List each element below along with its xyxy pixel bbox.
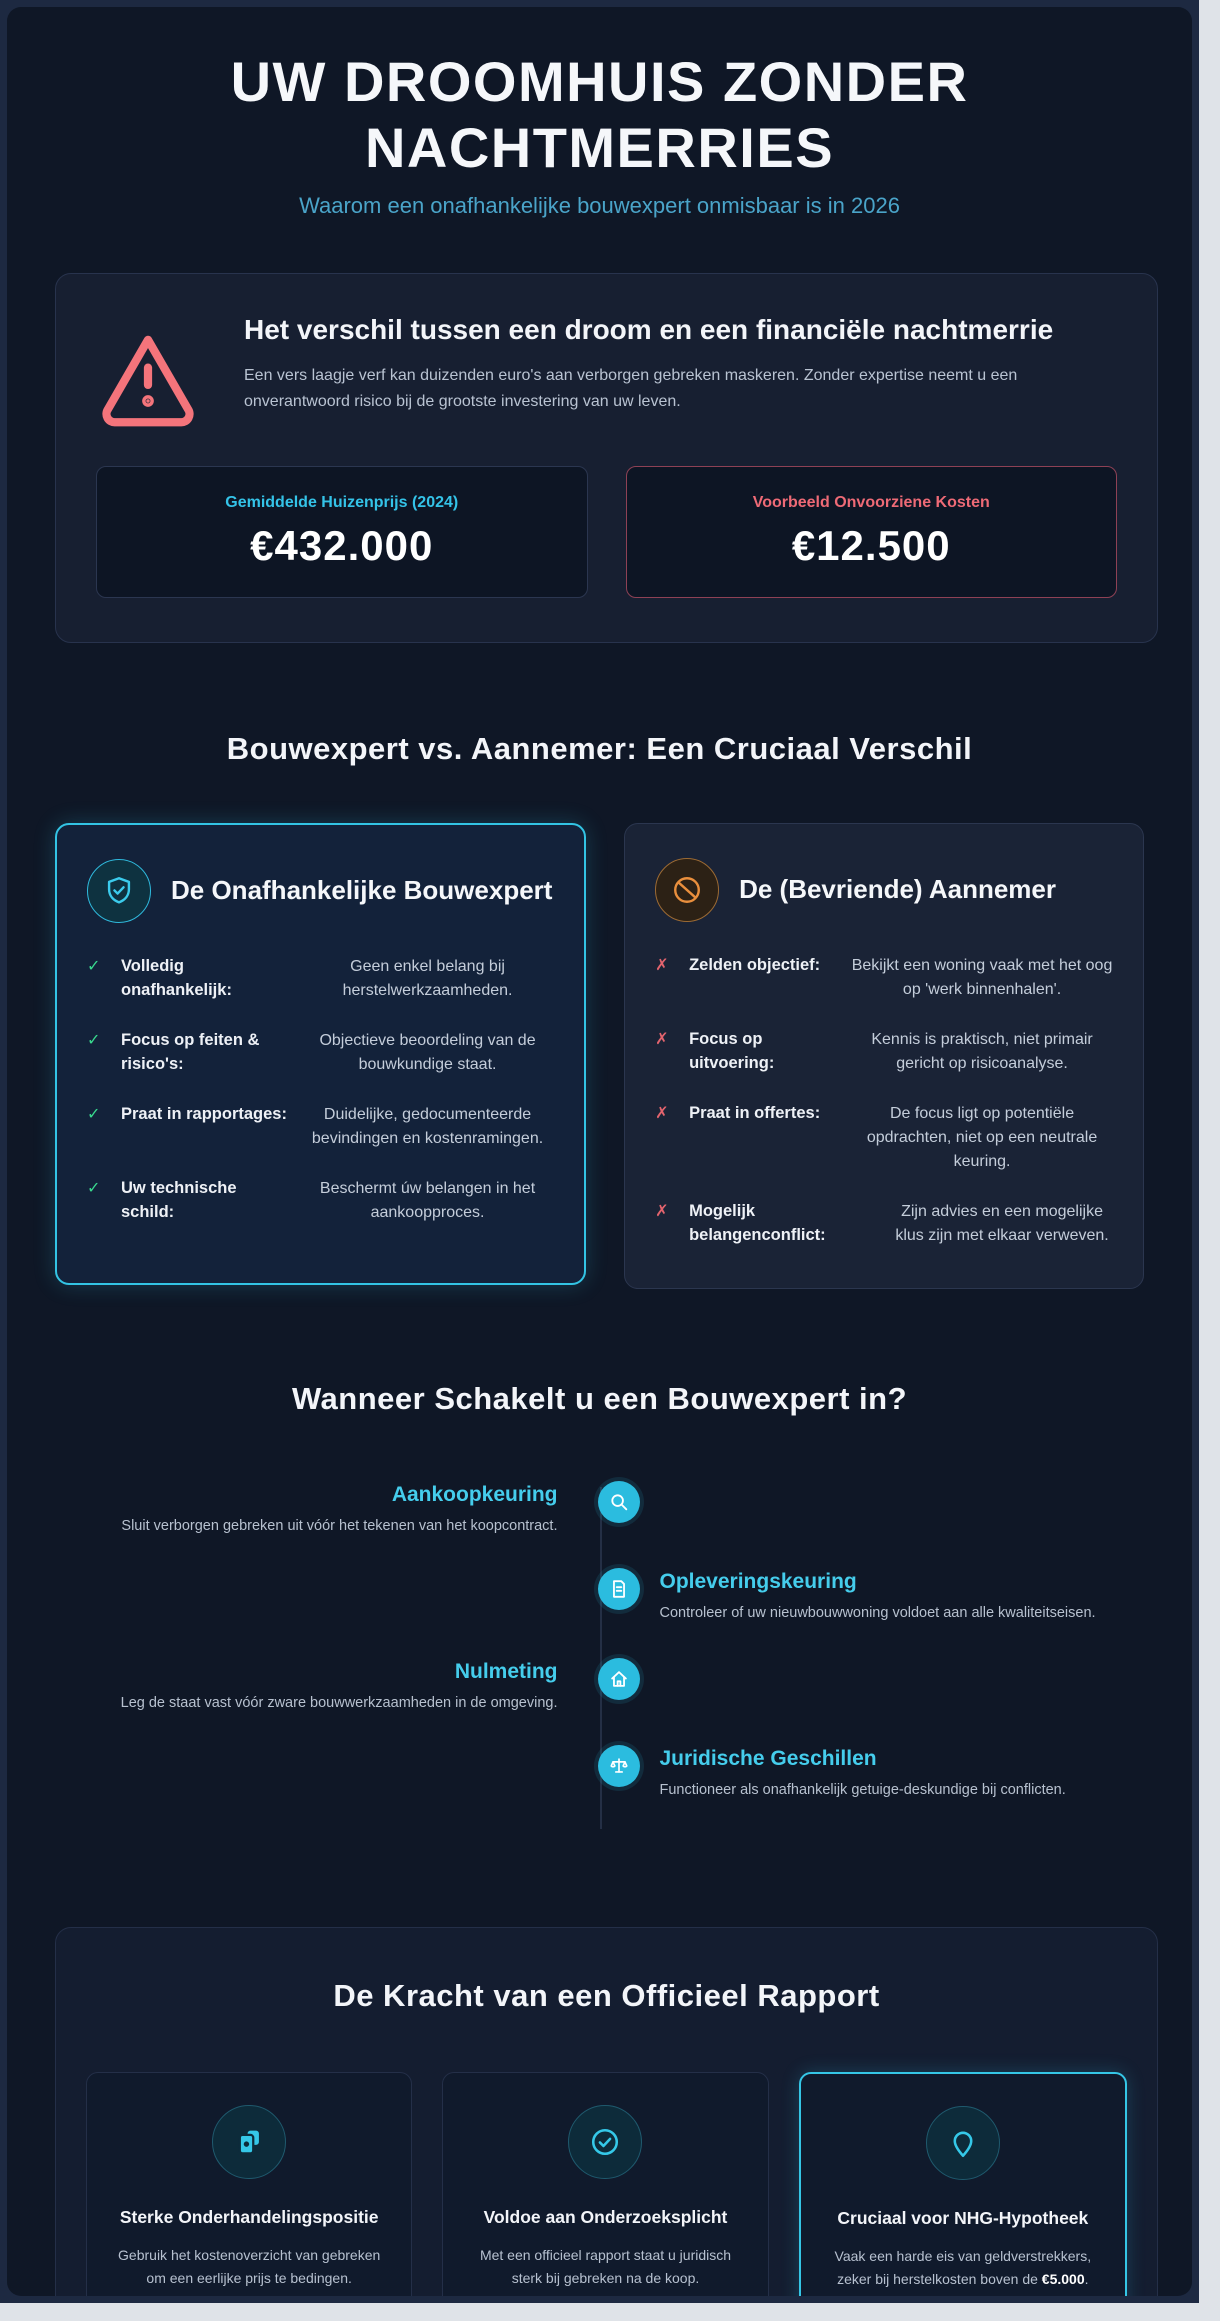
desc-text: Gebruik het kostenoverzicht van gebreken…	[118, 2247, 381, 2286]
report-card-desc: Met een officieel rapport staat u juridi…	[465, 2244, 745, 2289]
report-card-desc: Vaak een harde eis van geldverstrekkers,…	[823, 2245, 1103, 2290]
contractor-card: De (Bevriende) Aannemer ✗ Zelden objecti…	[624, 823, 1144, 1290]
item-term: Focus op uitvoering:	[689, 1030, 775, 1073]
timeline-item-desc: Sluit verborgen gebreken uit vóór het te…	[121, 1518, 558, 1535]
check-icon: ✓	[87, 1032, 101, 1050]
item-desc: Objectieve beoordeling van de bouwkundig…	[319, 1032, 536, 1074]
desc-highlight: €5.000	[1041, 2270, 1085, 2287]
list-item: ✓ Praat in rapportages: Duidelijke, gedo…	[87, 1103, 554, 1151]
item-term: Praat in rapportages:	[121, 1105, 287, 1124]
timeline-item-desc: Functioneer als onafhankelijk getuige-de…	[659, 1781, 1066, 1798]
hero-title: Het verschil tussen een droom en een fin…	[244, 314, 1054, 346]
timeline-item-aankoopkeuring: Aankoopkeuring Sluit verborgen gebreken …	[55, 1481, 1144, 1537]
item-desc: Bekijkt een woning vaak met het oog op '…	[851, 957, 1113, 999]
infographic-canvas: UW DROOMHUIS ZONDER NACHTMERRIES Waarom …	[0, 0, 1199, 2303]
check-icon: ✓	[87, 1180, 101, 1198]
report-card-onderzoeksplicht: Voldoe aan Onderzoeksplicht Met een offi…	[442, 2072, 769, 2296]
report-card-title: Sterke Onderhandelingspositie	[119, 2207, 379, 2228]
item-desc: Kennis is praktisch, niet primair gerich…	[871, 1031, 1093, 1073]
list-item: ✗ Praat in offertes: De focus ligt op po…	[655, 1102, 1113, 1174]
hero-stats: Gemiddelde Huizenprijs (2024) €432.000 V…	[96, 466, 1117, 599]
report-heading: De Kracht van een Officieel Rapport	[333, 1978, 880, 2014]
list-item: ✗ Mogelijk belangenconflict: Zijn advies…	[655, 1200, 1113, 1248]
item-term: Mogelijk belangenconflict:	[689, 1202, 826, 1245]
item-term: Praat in offertes:	[689, 1104, 821, 1123]
check-circle-icon	[568, 2105, 643, 2180]
expert-card-title: De Onafhankelijke Bouwexpert	[171, 875, 553, 906]
timeline-section: Wanneer Schakelt u een Bouwexpert in? Aa…	[55, 1381, 1144, 1841]
item-desc: De focus ligt op potentiële opdrachten, …	[866, 1105, 1098, 1171]
infographic-main: UW DROOMHUIS ZONDER NACHTMERRIES Waarom …	[7, 7, 1192, 2296]
magnifier-icon	[597, 1481, 640, 1524]
desc-suffix: .	[1084, 2270, 1089, 2287]
page-title: UW DROOMHUIS ZONDER NACHTMERRIES	[55, 49, 1144, 181]
desc-text: Met een officieel rapport staat u juridi…	[479, 2247, 732, 2286]
timeline-item-desc: Leg de staat vast vóór zware bouwwerkzaa…	[120, 1695, 558, 1712]
timeline-item-desc: Controleer of uw nieuwbouwwoning voldoet…	[659, 1604, 1096, 1621]
timeline-item-title: Aankoopkeuring	[391, 1483, 558, 1507]
comparison-heading: Bouwexpert vs. Aannemer: Een Cruciaal Ve…	[226, 731, 973, 767]
hero-card: Het verschil tussen een droom en een fin…	[55, 273, 1158, 644]
check-icon: ✓	[87, 1106, 101, 1124]
document-icon	[597, 1567, 640, 1610]
prohibition-icon	[655, 858, 720, 923]
house-icon	[597, 1658, 640, 1701]
timeline-line	[599, 1487, 602, 1830]
item-term: Volledig onafhankelijk:	[121, 957, 232, 1000]
timeline-item-title: Opleveringskeuring	[659, 1569, 857, 1593]
item-desc: Zijn advies en een mogelijke klus zijn m…	[895, 1203, 1109, 1245]
item-term: Focus op feiten & risico's:	[121, 1031, 260, 1074]
cross-icon: ✗	[655, 1031, 669, 1049]
check-icon: ✓	[87, 958, 101, 976]
shield-check-icon	[87, 859, 151, 924]
item-desc: Geen enkel belang bij herstelwerkzaamhed…	[342, 958, 513, 1000]
timeline-item-title: Nulmeting	[454, 1660, 558, 1684]
timeline-item-title: Juridische Geschillen	[659, 1746, 877, 1770]
list-item: ✓ Volledig onafhankelijk: Geen enkel bel…	[87, 955, 554, 1003]
stat-average-house-price: Gemiddelde Huizenprijs (2024) €432.000	[96, 466, 588, 599]
item-term: Zelden objectief:	[689, 956, 821, 975]
cross-icon: ✗	[655, 1105, 669, 1123]
timeline-item-nulmeting: Nulmeting Leg de staat vast vóór zware b…	[55, 1658, 1144, 1714]
cross-icon: ✗	[655, 957, 669, 975]
location-pin-icon	[925, 2106, 1000, 2181]
hero-description: Een vers laagje verf kan duizenden euro'…	[244, 367, 1018, 410]
stat-value: €432.000	[250, 522, 434, 570]
cross-icon: ✗	[655, 1203, 669, 1221]
list-item: ✗ Zelden objectief: Bekijkt een woning v…	[655, 954, 1113, 1002]
desc-text: Vaak een harde eis van geldverstrekkers,…	[834, 2248, 1092, 2287]
item-desc: Duidelijke, gedocumenteerde bevindingen …	[311, 1106, 544, 1148]
report-card-negotiation: Sterke Onderhandelingspositie Gebruik he…	[86, 2072, 413, 2296]
page-title-line2: NACHTMERRIES	[364, 116, 835, 180]
scales-icon	[597, 1744, 640, 1787]
stat-unforeseen-costs: Voorbeeld Onvoorziene Kosten €12.500	[625, 466, 1117, 599]
list-item: ✓ Uw technische schild: Beschermt úw bel…	[87, 1177, 554, 1225]
timeline-heading: Wanneer Schakelt u een Bouwexpert in?	[291, 1381, 908, 1417]
list-item: ✗ Focus op uitvoering: Kennis is praktis…	[655, 1028, 1113, 1076]
item-desc: Beschermt úw belangen in het aankoopproc…	[319, 1180, 536, 1222]
report-card-title: Voldoe aan Onderzoeksplicht	[483, 2207, 728, 2228]
page-subtitle: Waarom een onafhankelijke bouwexpert onm…	[299, 193, 900, 219]
list-item: ✓ Focus op feiten & risico's: Objectieve…	[87, 1029, 554, 1077]
timeline-item-juridische-geschillen: Juridische Geschillen Functioneer als on…	[55, 1744, 1144, 1801]
page-title-line1: UW DROOMHUIS ZONDER	[230, 50, 969, 113]
contractor-card-title: De (Bevriende) Aannemer	[739, 874, 1056, 905]
stat-label: Gemiddelde Huizenprijs (2024)	[225, 494, 459, 512]
comparison-section: Bouwexpert vs. Aannemer: Een Cruciaal Ve…	[55, 731, 1144, 1290]
report-section: De Kracht van een Officieel Rapport Ster…	[55, 1927, 1158, 2296]
report-card-nhg: Cruciaal voor NHG-Hypotheek Vaak een har…	[798, 2072, 1127, 2296]
stat-label: Voorbeeld Onvoorziene Kosten	[752, 494, 990, 512]
stat-value: €12.500	[791, 522, 951, 570]
report-card-desc: Gebruik het kostenoverzicht van gebreken…	[109, 2244, 389, 2289]
report-card-title: Cruciaal voor NHG-Hypotheek	[837, 2208, 1089, 2229]
banknotes-icon	[212, 2105, 287, 2180]
item-term: Uw technische schild:	[121, 1179, 237, 1222]
warning-triangle-icon	[96, 312, 200, 430]
timeline-item-opleveringskeuring: Opleveringskeuring Controleer of uw nieu…	[55, 1567, 1144, 1624]
expert-card: De Onafhankelijke Bouwexpert ✓ Volledig …	[55, 823, 587, 1286]
